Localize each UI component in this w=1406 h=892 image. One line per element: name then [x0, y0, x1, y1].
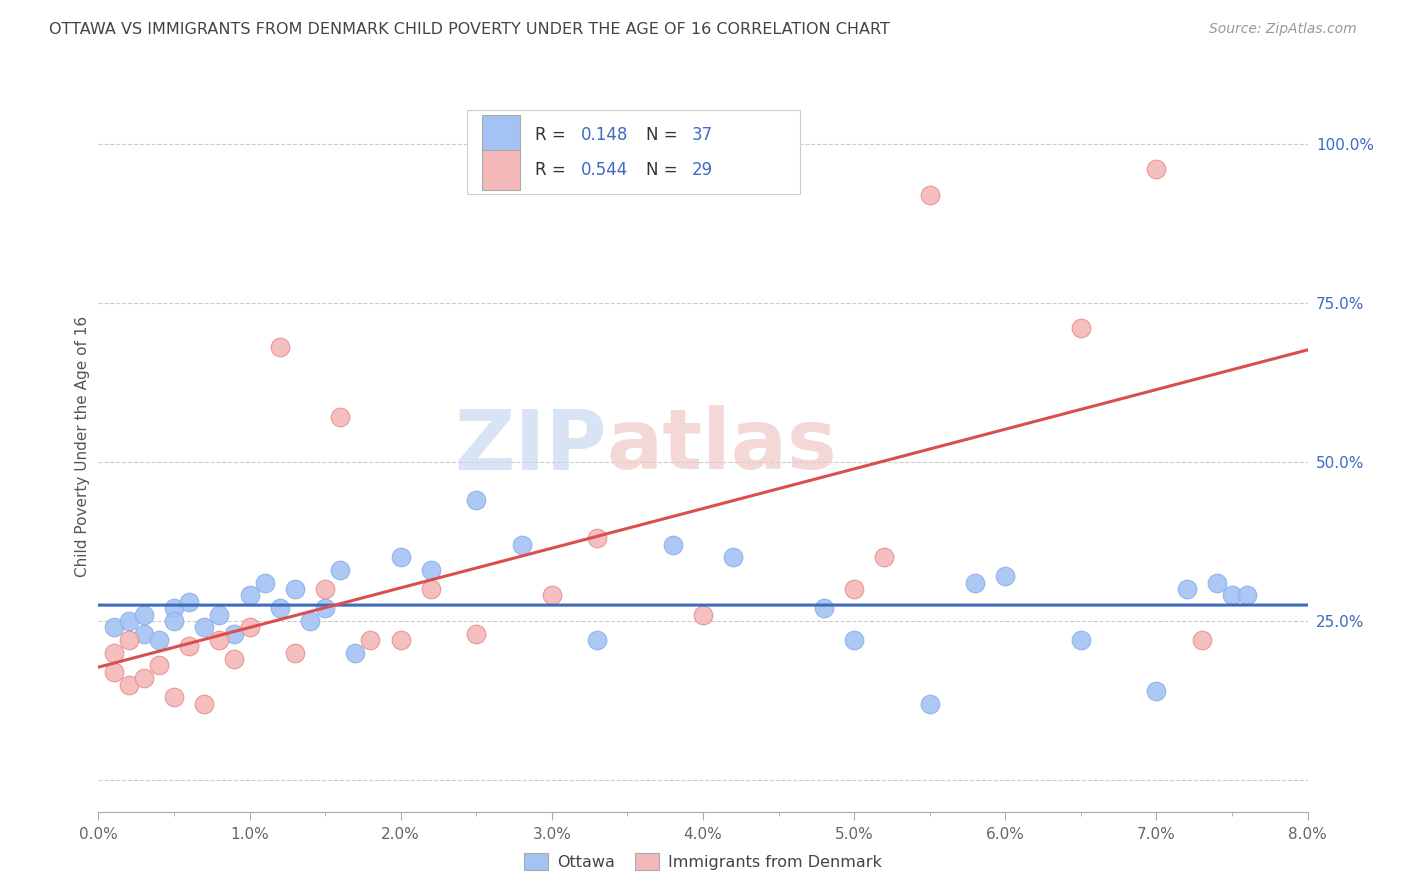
Point — [918, 697, 941, 711]
Point — [148, 658, 170, 673]
Point — [813, 601, 835, 615]
Point — [329, 410, 352, 425]
Point — [360, 632, 382, 647]
Point — [208, 632, 231, 647]
Point — [193, 697, 215, 711]
FancyBboxPatch shape — [482, 150, 520, 190]
Point — [132, 607, 155, 622]
Y-axis label: Child Poverty Under the Age of 16: Child Poverty Under the Age of 16 — [75, 316, 90, 576]
Point — [179, 640, 201, 654]
Point — [389, 632, 412, 647]
Point — [1146, 162, 1168, 177]
Point — [1146, 684, 1168, 698]
Point — [103, 665, 125, 679]
Point — [239, 589, 262, 603]
Point — [844, 582, 866, 596]
Point — [299, 614, 322, 628]
Point — [1175, 582, 1198, 596]
Point — [873, 550, 896, 565]
Text: OTTAWA VS IMMIGRANTS FROM DENMARK CHILD POVERTY UNDER THE AGE OF 16 CORRELATION : OTTAWA VS IMMIGRANTS FROM DENMARK CHILD … — [49, 22, 890, 37]
Point — [1206, 575, 1229, 590]
Point — [253, 575, 276, 590]
Text: N =: N = — [647, 126, 683, 144]
Point — [103, 620, 125, 634]
Point — [163, 601, 186, 615]
Point — [269, 601, 291, 615]
Point — [723, 550, 745, 565]
Point — [918, 187, 941, 202]
Point — [269, 340, 291, 354]
Point — [540, 589, 562, 603]
Point — [193, 620, 215, 634]
Point — [965, 575, 987, 590]
Point — [132, 626, 155, 640]
Point — [118, 632, 141, 647]
FancyBboxPatch shape — [482, 115, 520, 155]
Point — [994, 569, 1017, 583]
Point — [1070, 632, 1092, 647]
Point — [1070, 321, 1092, 335]
Point — [661, 538, 683, 552]
Point — [389, 550, 412, 565]
Text: 0.544: 0.544 — [581, 161, 628, 179]
Point — [163, 614, 186, 628]
Point — [224, 652, 246, 666]
Point — [284, 646, 307, 660]
Point — [208, 607, 231, 622]
Point — [1236, 589, 1258, 603]
Text: 29: 29 — [692, 161, 713, 179]
Text: atlas: atlas — [606, 406, 837, 486]
Point — [420, 563, 443, 577]
Point — [103, 646, 125, 660]
FancyBboxPatch shape — [467, 110, 800, 194]
Point — [420, 582, 443, 596]
Point — [329, 563, 352, 577]
Point — [163, 690, 186, 705]
Point — [510, 538, 533, 552]
Point — [224, 626, 246, 640]
Text: R =: R = — [534, 161, 571, 179]
Point — [148, 632, 170, 647]
Point — [314, 601, 336, 615]
Text: ZIP: ZIP — [454, 406, 606, 486]
Point — [284, 582, 307, 596]
Point — [465, 626, 488, 640]
Point — [692, 607, 714, 622]
Point — [1220, 589, 1243, 603]
Text: 0.148: 0.148 — [581, 126, 628, 144]
Point — [179, 595, 201, 609]
Point — [1191, 632, 1213, 647]
Point — [586, 531, 609, 545]
Text: N =: N = — [647, 161, 683, 179]
Text: R =: R = — [534, 126, 571, 144]
Point — [844, 632, 866, 647]
Legend: Ottawa, Immigrants from Denmark: Ottawa, Immigrants from Denmark — [517, 847, 889, 877]
Point — [314, 582, 336, 596]
Point — [118, 614, 141, 628]
Text: Source: ZipAtlas.com: Source: ZipAtlas.com — [1209, 22, 1357, 37]
Point — [239, 620, 262, 634]
Text: 37: 37 — [692, 126, 713, 144]
Point — [586, 632, 609, 647]
Point — [344, 646, 367, 660]
Point — [132, 671, 155, 685]
Point — [465, 493, 488, 508]
Point — [118, 677, 141, 691]
